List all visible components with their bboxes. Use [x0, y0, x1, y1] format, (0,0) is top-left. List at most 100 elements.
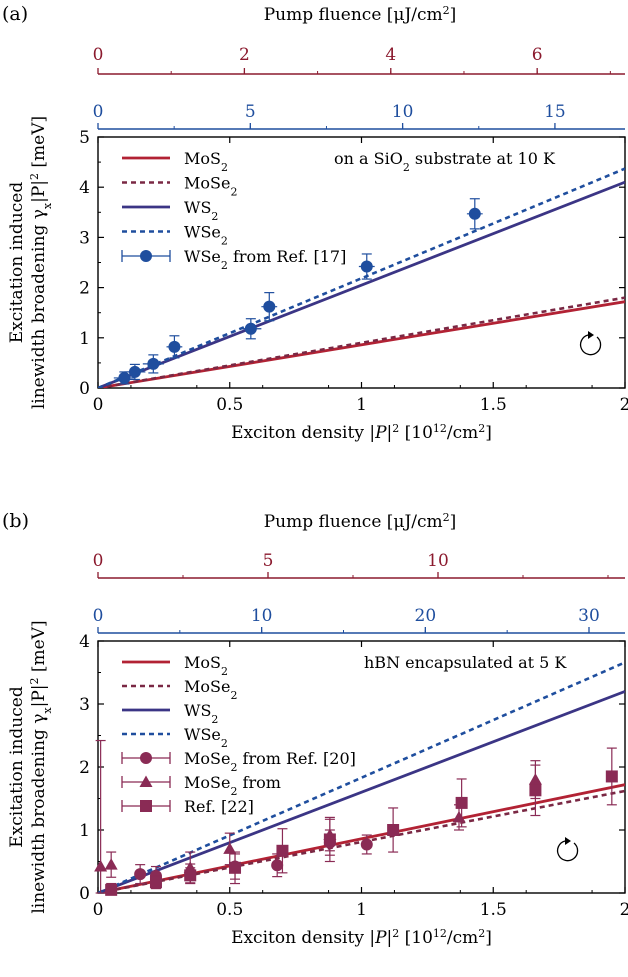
top-axis-title: Pump fluence [μJ/cm2] — [264, 4, 457, 26]
legend-label-sub: 2 — [230, 185, 237, 198]
legend-marker-circle — [140, 752, 152, 764]
data-point-circle — [263, 300, 276, 313]
x-axis-title-text: Exciton density | — [231, 423, 375, 443]
legend-label-text: MoS — [184, 149, 221, 168]
legend-label-sub: 2 — [221, 737, 228, 750]
data-point-circle — [244, 322, 257, 335]
x-axis-title: Exciton density |P|2 [1012/cm2] — [231, 422, 492, 444]
series-line-mose2 — [98, 296, 625, 388]
legend-marker-circle — [140, 250, 152, 262]
legend-label-text: WS — [184, 701, 211, 720]
chart-annotation: hBN encapsulated at 5 K — [364, 653, 567, 672]
x-axis-title-sup: 2 — [392, 927, 399, 940]
legend-label-sub: 2 — [221, 234, 228, 247]
data-point-circle — [118, 371, 131, 384]
y-tick-label: 2 — [79, 279, 90, 299]
legend-label-text: WS — [184, 198, 211, 217]
y-tick-label: 4 — [79, 178, 90, 198]
x-axis-title-text: [10 — [399, 928, 433, 948]
legend-label-text: from — [237, 773, 280, 792]
density-tick-label: 0 — [93, 102, 104, 122]
legend-label-text: MoSe — [184, 749, 230, 768]
density-tick-label: 30 — [578, 606, 600, 626]
circular-polarization-icon — [556, 840, 579, 862]
data-point-square — [229, 861, 242, 874]
data-point-square — [323, 833, 336, 846]
legend-label-text: WSe — [184, 725, 221, 744]
y-axis-title-line2: linewidth broadening γx|P|2 [meV] — [28, 620, 54, 913]
legend-label-sub: 2 — [211, 210, 218, 223]
data-point-circle — [271, 859, 284, 872]
legend-label: WS2 — [184, 198, 218, 223]
x-axis-title-sup: 2 — [392, 422, 399, 435]
chart-panel-a: (a) Pump fluence [μJ/cm2]0 2 4 60 5 10 150 0.5 1 1… — [2, 3, 628, 443]
data-point-circle — [468, 207, 481, 220]
annotation-text: on a SiO — [334, 149, 403, 168]
data-point-square — [105, 883, 118, 896]
fluence-tick-label: 0 — [93, 551, 104, 571]
legend-label-text: from Ref. [20] — [237, 749, 355, 768]
legend-label-text: from Ref. [17] — [228, 247, 346, 266]
legend-label-sub: 2 — [221, 161, 228, 174]
y-tick-label: 0 — [79, 884, 90, 904]
fluence-tick-label: 0 — [93, 45, 104, 65]
y-axis-title-text: linewidth broadening γ — [29, 714, 49, 914]
y-tick-label: 1 — [79, 329, 90, 349]
legend-label: MoSe2 from — [184, 773, 281, 798]
x-tick-label: 0.5 — [216, 900, 243, 920]
fluence-tick-label: 6 — [532, 45, 543, 65]
top-axis-title-text: Pump fluence [μJ/cm — [264, 5, 443, 25]
legend-label: MoS2 — [184, 149, 228, 174]
x-axis-title-text: ] — [485, 423, 492, 443]
data-point-circle — [360, 260, 373, 273]
x-tick-label: 0 — [93, 395, 104, 415]
y-axis-title-line1: Excitation induced — [7, 686, 27, 848]
data-point-triangle — [452, 810, 466, 823]
x-axis-title-text: /cm — [447, 928, 478, 948]
series-line-ws2 — [98, 690, 625, 893]
density-tick-label: 20 — [415, 606, 437, 626]
data-point-square — [276, 844, 289, 857]
y-axis-title-sub: x — [41, 202, 54, 209]
x-tick-label: 0 — [93, 900, 104, 920]
fluence-tick-label: 2 — [239, 45, 250, 65]
density-tick-label: 0 — [93, 606, 104, 626]
series-line-mos2 — [98, 783, 625, 893]
data-point-circle — [168, 340, 181, 353]
annotation-sub: 2 — [403, 161, 410, 174]
annotation-text: substrate at 10 K — [410, 149, 556, 168]
x-axis-title-sup: 2 — [478, 422, 485, 435]
y-axis-title-text: |P| — [29, 180, 49, 203]
y-axis-title-text: [meV] — [29, 620, 49, 677]
legend-label-text: MoSe — [184, 773, 230, 792]
legend-label-sub: 2 — [221, 259, 228, 272]
legend-label: MoSe2 — [184, 677, 237, 702]
legend-label: MoSe2 — [184, 174, 237, 199]
panel-label: (a) — [2, 3, 28, 25]
x-axis-title-text: P — [374, 928, 387, 948]
legend-label: WSe2 — [184, 223, 228, 248]
x-tick-label: 1.5 — [480, 395, 507, 415]
x-axis-title-text: ] — [485, 928, 492, 948]
circular-polarization-icon — [579, 334, 602, 356]
legend-label-sub: 2 — [230, 689, 237, 702]
legend-label-text: MoSe — [184, 677, 230, 696]
data-point-circle — [147, 357, 160, 370]
legend-label-text: WSe — [184, 247, 221, 266]
legend-label-sub: 2 — [211, 713, 218, 726]
fluence-tick-label: 10 — [427, 551, 449, 571]
y-axis-title-sup: 2 — [28, 677, 41, 684]
series-line-wse2 — [98, 167, 625, 388]
series-line-wse2 — [98, 661, 625, 893]
annotation-text: hBN encapsulated at 5 K — [364, 653, 567, 672]
fluence-tick-label: 5 — [263, 551, 274, 571]
top-axis-title-sup: 2 — [443, 4, 450, 17]
chart-panel-b: (b) Pump fluence [μJ/cm2]0 5 100 10 20 300 0.5 1… — [2, 510, 628, 948]
y-tick-label: 0 — [79, 379, 90, 399]
fluence-tick-label: 4 — [385, 45, 396, 65]
x-axis-title-text: Exciton density | — [231, 928, 375, 948]
x-tick-label: 2 — [620, 395, 628, 415]
legend-label: WS2 — [184, 701, 218, 726]
y-tick-label: 3 — [79, 695, 90, 715]
